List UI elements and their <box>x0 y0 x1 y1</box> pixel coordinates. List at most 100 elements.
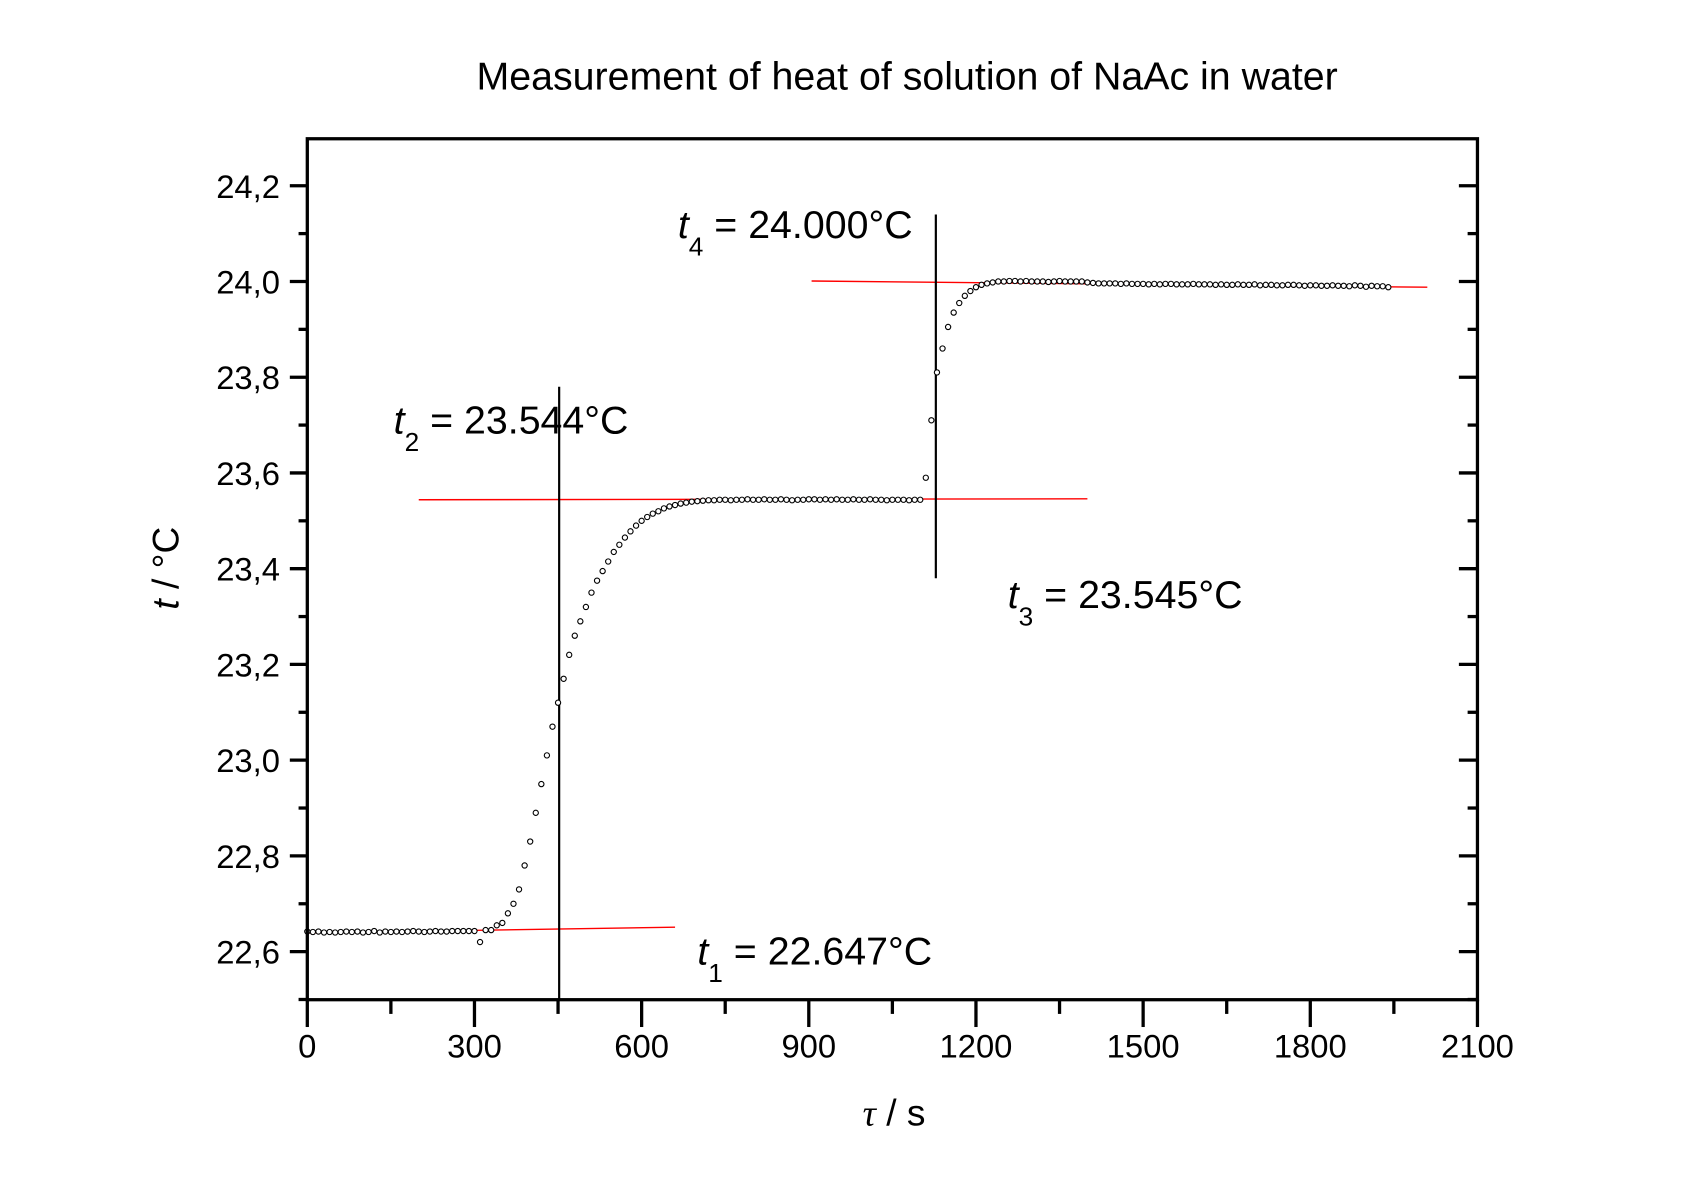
annotation-symbol: t <box>697 930 710 974</box>
data-point <box>331 929 339 936</box>
data-point <box>978 281 985 288</box>
annotation-value: = 24.000°C <box>703 203 912 247</box>
y-tick-label: 24,0 <box>216 263 280 300</box>
data-point <box>443 928 450 935</box>
data-point <box>449 927 456 935</box>
vertical-lines <box>558 214 937 1000</box>
data-point <box>1100 280 1108 287</box>
data-point <box>454 927 461 935</box>
y-tick-label: 23,4 <box>216 551 280 588</box>
data-point <box>538 780 545 788</box>
data-point <box>967 287 974 295</box>
data-point <box>566 651 573 659</box>
data-point <box>1234 281 1242 288</box>
data-point <box>1145 281 1152 288</box>
data-point <box>1212 281 1219 288</box>
x-tick-label: 2100 <box>1441 1028 1514 1065</box>
data-point <box>343 928 350 935</box>
annotation-label: t3 = 23.545°C <box>1008 573 1243 631</box>
data-point <box>1373 283 1381 290</box>
data-point <box>1273 282 1281 289</box>
data-point <box>376 929 383 936</box>
data-point <box>956 299 963 307</box>
data-point <box>1346 283 1353 290</box>
data-point <box>348 928 356 936</box>
data-point <box>382 928 389 935</box>
data-point <box>1295 282 1303 289</box>
data-point <box>354 928 361 935</box>
data-point <box>493 922 500 929</box>
data-point <box>1011 277 1019 285</box>
data-point <box>1056 277 1063 285</box>
data-point <box>1229 281 1236 288</box>
data-point <box>822 496 829 503</box>
data-point <box>1067 278 1074 285</box>
data-point <box>1106 280 1113 287</box>
data-point <box>839 496 846 503</box>
data-point <box>1268 281 1275 288</box>
data-point <box>1379 283 1386 290</box>
data-point <box>755 496 762 503</box>
data-point <box>426 928 434 935</box>
data-point <box>655 508 662 515</box>
data-point <box>1340 282 1347 289</box>
data-point <box>1184 281 1191 288</box>
annotation-symbol: t <box>678 203 691 247</box>
data-point <box>488 926 495 934</box>
data-point <box>398 928 406 936</box>
data-point <box>1045 278 1052 286</box>
data-point <box>638 517 645 524</box>
data-point <box>371 927 378 935</box>
data-point <box>644 513 651 521</box>
data-point <box>710 497 718 504</box>
data-point <box>510 900 517 907</box>
data-point <box>677 500 684 507</box>
data-point <box>1312 282 1320 289</box>
data-point <box>950 309 957 316</box>
data-point <box>599 567 606 575</box>
data-point <box>866 496 874 503</box>
y-tick-label: 23,6 <box>216 455 280 492</box>
data-point <box>1256 282 1264 289</box>
data-point <box>933 369 941 376</box>
data-point <box>326 928 333 936</box>
data-point <box>571 632 578 639</box>
data-point <box>827 496 835 503</box>
data-point <box>1017 278 1024 285</box>
annotation-value: = 23.545°C <box>1033 573 1242 617</box>
y-tick-label: 24,2 <box>216 168 280 205</box>
fit-lines <box>307 280 1428 934</box>
data-point <box>532 809 539 816</box>
annotation-label: t1 = 22.647°C <box>697 930 932 988</box>
data-point <box>1206 281 1214 288</box>
data-point <box>1022 277 1030 285</box>
data-point <box>995 278 1002 285</box>
data-point <box>499 919 506 927</box>
data-point <box>610 548 617 556</box>
data-point <box>722 496 729 503</box>
data-point <box>1123 280 1130 287</box>
data-point <box>1318 282 1325 289</box>
data-point <box>1050 278 1058 285</box>
data-point <box>744 496 751 503</box>
annotation-subscript: 3 <box>1019 602 1034 632</box>
x-tick-label: 300 <box>447 1028 502 1065</box>
data-point <box>917 496 924 503</box>
data-point <box>855 496 863 503</box>
data-point <box>727 497 734 504</box>
data-point <box>1178 281 1186 288</box>
data-point <box>660 505 668 512</box>
x-tick-label: 1500 <box>1107 1028 1180 1065</box>
data-point <box>900 496 907 503</box>
data-points <box>304 277 1392 946</box>
annotation-value: = 22.647°C <box>723 930 932 974</box>
data-point <box>1362 283 1370 290</box>
data-point <box>928 417 935 424</box>
x-tick-label: 0 <box>298 1028 316 1065</box>
data-point <box>432 927 439 935</box>
data-point <box>1307 282 1314 289</box>
data-point <box>850 496 857 503</box>
data-point <box>415 928 422 935</box>
data-point <box>1329 282 1336 289</box>
y-tick-label: 22,6 <box>216 934 280 971</box>
